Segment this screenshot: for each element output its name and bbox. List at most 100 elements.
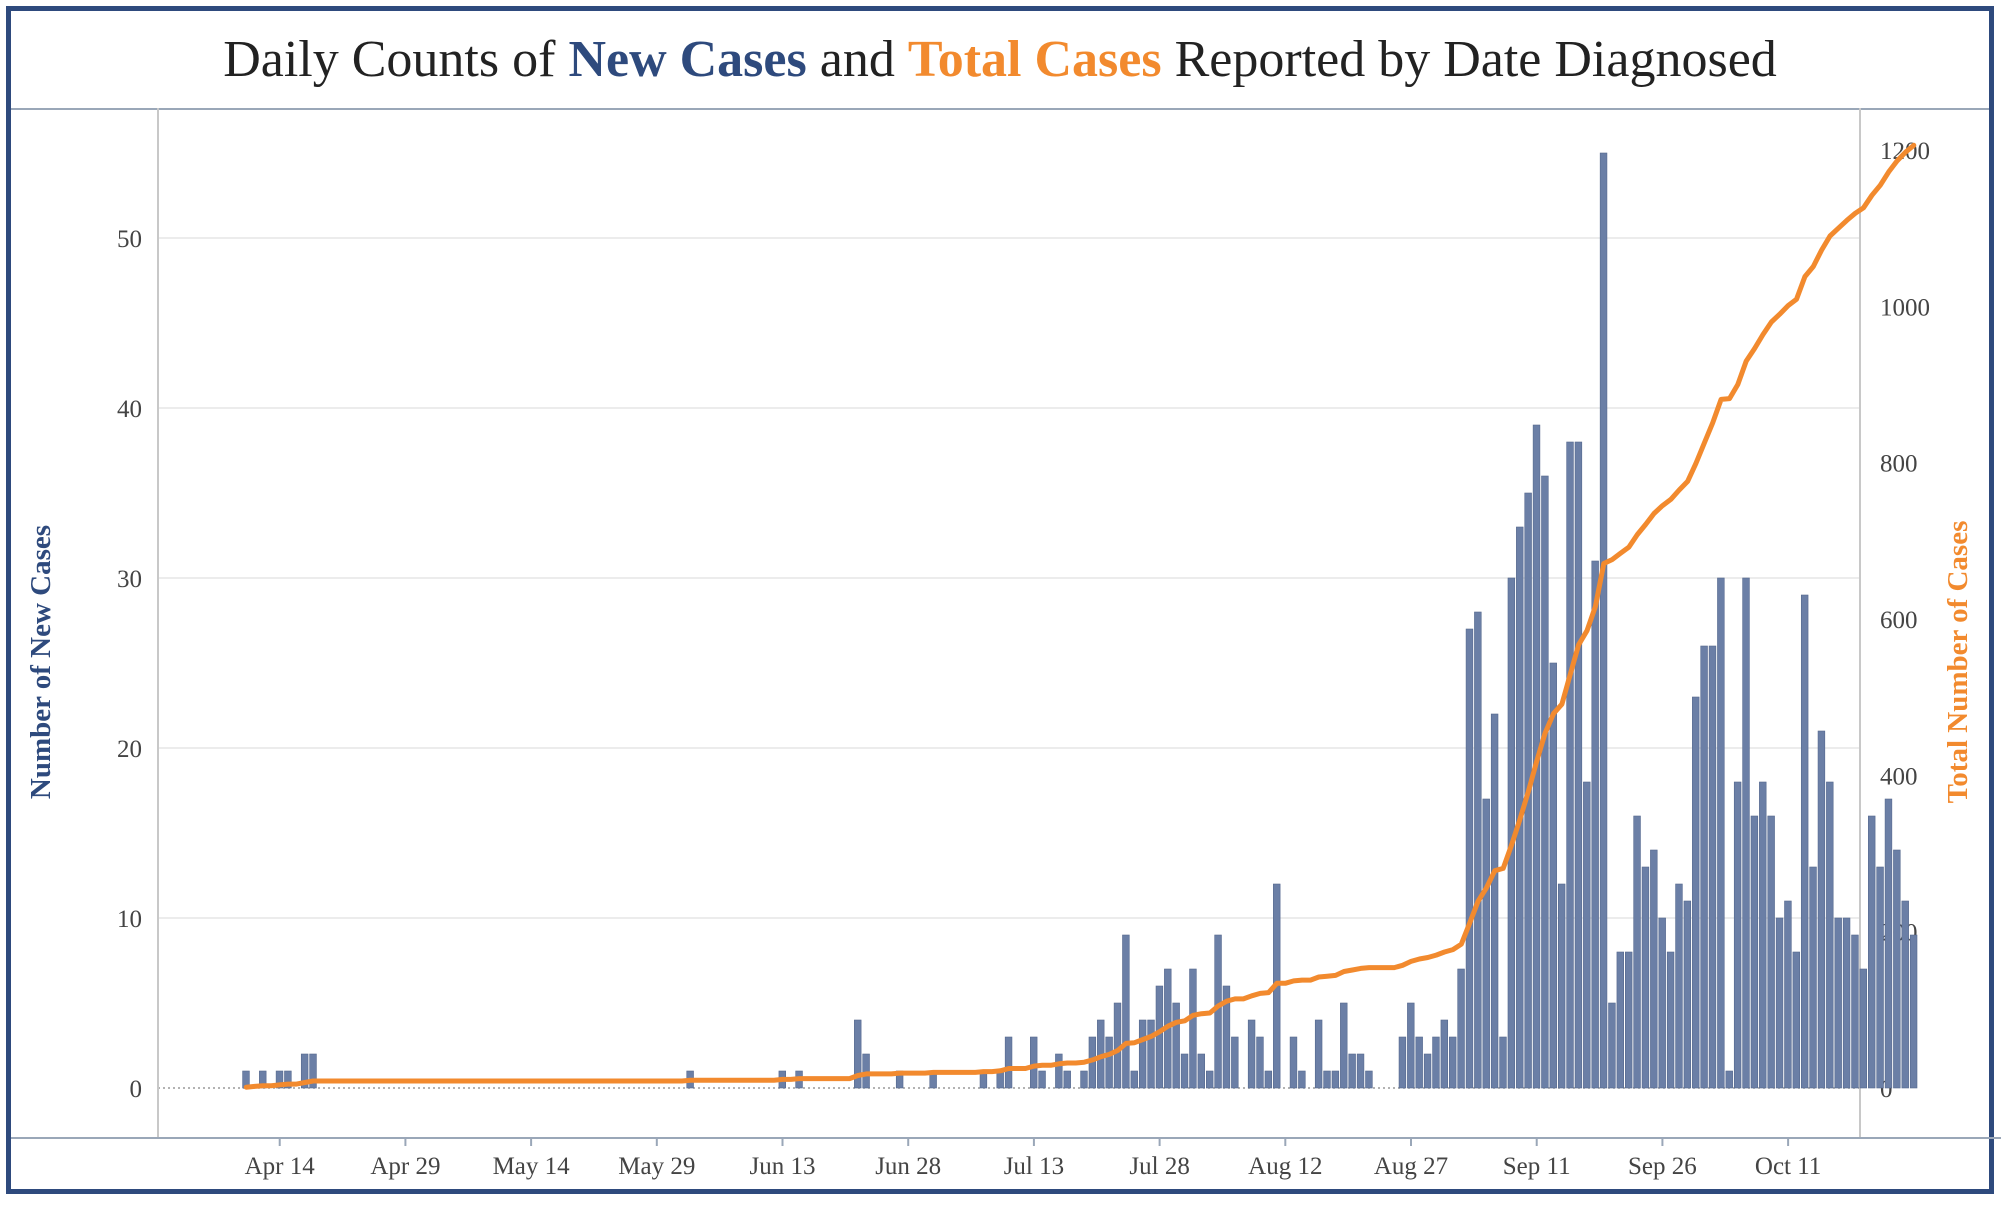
new-cases-bar (1247, 1019, 1256, 1089)
x-tick-label: Apr 14 (245, 1153, 316, 1180)
y-left-tick-label: 40 (117, 396, 142, 423)
x-tick-label: May 14 (493, 1153, 571, 1180)
new-cases-bar (1675, 883, 1683, 1089)
new-cases-bar (1574, 441, 1583, 1089)
title-text-1: Daily Counts of (223, 31, 569, 88)
new-cases-bar (1792, 951, 1800, 1089)
new-cases-bar (1834, 917, 1842, 1089)
new-cases-bar (1055, 1053, 1063, 1089)
new-cases-bar (1893, 849, 1901, 1089)
new-cases-bar (1826, 781, 1834, 1089)
new-cases-bar (1130, 1070, 1138, 1089)
new-cases-bar (1189, 968, 1197, 1089)
new-cases-bar (854, 1019, 862, 1089)
total-cases-line (243, 142, 1917, 1090)
y-right-axis-title: Total Number of Cases (1942, 521, 1974, 804)
new-cases-bar (1809, 866, 1817, 1089)
new-cases-bar (1222, 985, 1231, 1089)
new-cases-bar (1155, 985, 1164, 1089)
new-cases-bar (1666, 951, 1675, 1089)
new-cases-bar (1884, 798, 1893, 1089)
x-tick-label: Sep 11 (1503, 1153, 1571, 1180)
new-cases-bar (1449, 1036, 1457, 1089)
new-cases-bar (309, 1053, 317, 1089)
x-tick-label: Jul 13 (1004, 1153, 1064, 1180)
x-tick-label: Aug 12 (1248, 1153, 1322, 1180)
new-cases-bar (1063, 1070, 1071, 1089)
new-cases-bar (1733, 781, 1742, 1089)
new-cases-bar (1289, 1036, 1298, 1089)
new-cases-bar (1348, 1053, 1356, 1089)
title-text-2: and (806, 31, 908, 88)
new-cases-bar (1080, 1070, 1088, 1089)
new-cases-bar (1566, 441, 1574, 1089)
y-left-axis-title: Number of New Cases (25, 525, 57, 799)
new-cases-bar (1206, 1070, 1214, 1089)
new-cases-bar (1256, 1036, 1264, 1089)
new-cases-bar (1800, 594, 1809, 1089)
x-tick-label: Aug 27 (1374, 1153, 1448, 1180)
new-cases-bar (1214, 934, 1222, 1089)
new-cases-bar (1692, 696, 1700, 1089)
new-cases-bar (1742, 577, 1750, 1089)
new-cases-bar (1331, 1070, 1340, 1089)
new-cases-bar (1147, 1019, 1155, 1089)
new-cases-bar (1909, 934, 1918, 1089)
new-cases-bar (862, 1053, 870, 1089)
y-left-tick-label: 50 (117, 226, 142, 253)
new-cases-bar (1641, 866, 1650, 1089)
new-cases-bar (1138, 1019, 1147, 1089)
new-cases-bar (1423, 1053, 1432, 1089)
new-cases-bar (1541, 475, 1549, 1089)
new-cases-bar (1314, 1019, 1323, 1089)
new-cases-bar (1172, 1002, 1180, 1089)
new-cases-bar (1340, 1002, 1348, 1089)
title-total-cases: Total Cases (907, 31, 1162, 88)
new-cases-bar (1407, 1002, 1415, 1089)
new-cases-bar (1122, 934, 1130, 1089)
title-new-cases: New Cases (568, 31, 807, 88)
new-cases-bar (1004, 1036, 1013, 1089)
chart-frame: Daily Counts of New Cases and Total Case… (6, 6, 1994, 1194)
new-cases-bar (1767, 815, 1775, 1089)
new-cases-bar (1759, 781, 1767, 1089)
new-cases-bar (1465, 628, 1474, 1089)
new-cases-bar (1474, 611, 1482, 1089)
new-cases-bar (284, 1070, 292, 1089)
new-cases-bar (1700, 645, 1708, 1089)
new-cases-bar (1197, 1053, 1206, 1089)
new-cases-bar (1708, 645, 1717, 1089)
chart-title: Daily Counts of New Cases and Total Case… (11, 11, 1989, 110)
y-right-tick-label: 600 (1880, 607, 1918, 634)
x-tick-label: Sep 26 (1628, 1153, 1697, 1180)
new-cases-bar (300, 1053, 309, 1089)
new-cases-bar (1323, 1070, 1331, 1089)
new-cases-bar (1859, 968, 1868, 1089)
new-cases-bar (1030, 1036, 1038, 1089)
new-cases-bar (1482, 798, 1490, 1089)
new-cases-bar (1658, 917, 1666, 1089)
new-cases-bar (1365, 1070, 1373, 1089)
y-left-tick-label: 0 (130, 1076, 143, 1103)
new-cases-bar (1851, 934, 1859, 1089)
new-cases-bar (1038, 1070, 1046, 1089)
new-cases-bar (1591, 560, 1599, 1089)
new-cases-bar (275, 1070, 284, 1089)
new-cases-bar (1490, 713, 1499, 1089)
new-cases-bar (1415, 1036, 1423, 1089)
y-left-tick-label: 20 (117, 736, 142, 763)
x-tick-label: Jun 13 (750, 1153, 816, 1180)
new-cases-bar (1775, 917, 1784, 1089)
new-cases-bar (1817, 730, 1826, 1089)
new-cases-bar (1264, 1070, 1273, 1089)
new-cases-bar (1876, 866, 1884, 1089)
x-tick-label: Jun 28 (875, 1153, 941, 1180)
y-right-tick-label: 1000 (1880, 294, 1930, 321)
y-right-tick-label: 800 (1880, 451, 1918, 478)
new-cases-bar (1608, 1002, 1616, 1089)
new-cases-bar (1750, 815, 1759, 1089)
new-cases-bar (1549, 662, 1557, 1089)
new-cases-bar (1557, 883, 1566, 1089)
new-cases-bar (1901, 900, 1909, 1089)
